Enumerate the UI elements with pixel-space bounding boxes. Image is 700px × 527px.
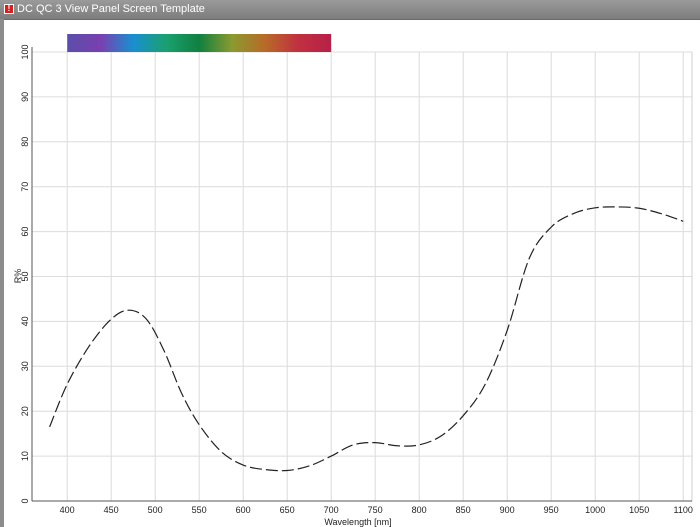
reflectance-chart: 400 450 500 550 600 650 700 750 800 850 900 950 1000…: [13, 34, 693, 527]
x-tick-label: 850: [456, 505, 471, 515]
window-left-border: [0, 19, 4, 527]
y-tick-label: 50: [20, 271, 30, 281]
y-tick-label: 60: [20, 227, 30, 237]
chart-series-lines: [49, 206, 684, 472]
x-tick-label: 700: [324, 505, 339, 515]
x-tick-label: 950: [544, 505, 559, 515]
y-tick-label: 30: [20, 361, 30, 371]
y-tick-label: 90: [20, 92, 30, 102]
spectrum-band-rect: [67, 34, 332, 52]
y-tick-label: 40: [20, 316, 30, 326]
y-axis-label: R%: [13, 269, 23, 284]
y-tick-label: 80: [20, 137, 30, 147]
chart-tick-labels: 400 450 500 550 600 650 700 750 800 850 900 950 1000…: [20, 44, 693, 515]
y-tick-label: 10: [20, 451, 30, 461]
x-tick-label: 600: [236, 505, 251, 515]
x-tick-label: 500: [148, 505, 163, 515]
series-line: [49, 206, 684, 472]
x-tick-label: 750: [368, 505, 383, 515]
x-tick-label: 1000: [585, 505, 605, 515]
x-tick-label: 550: [192, 505, 207, 515]
y-tick-label: 20: [20, 406, 30, 416]
x-tick-label: 450: [104, 505, 119, 515]
x-tick-label: 650: [280, 505, 295, 515]
y-tick-label: 0: [20, 498, 30, 503]
x-tick-label: 800: [412, 505, 427, 515]
spectrum-color-band: [67, 34, 332, 52]
y-tick-label: 70: [20, 182, 30, 192]
window-title: DC QC 3 View Panel Screen Template: [17, 3, 205, 15]
chart-axes: [31, 47, 692, 502]
title-bar[interactable]: ! DC QC 3 View Panel Screen Template: [0, 0, 700, 20]
chart-grid: [31, 51, 693, 502]
app-icon[interactable]: !: [4, 4, 14, 14]
x-tick-label: 1050: [629, 505, 649, 515]
x-axis-label: Wavelength [nm]: [324, 517, 391, 527]
x-tick-label: 400: [60, 505, 75, 515]
x-tick-label: 1100: [674, 505, 693, 515]
x-tick-label: 900: [500, 505, 515, 515]
y-tick-label: 100: [20, 44, 30, 59]
